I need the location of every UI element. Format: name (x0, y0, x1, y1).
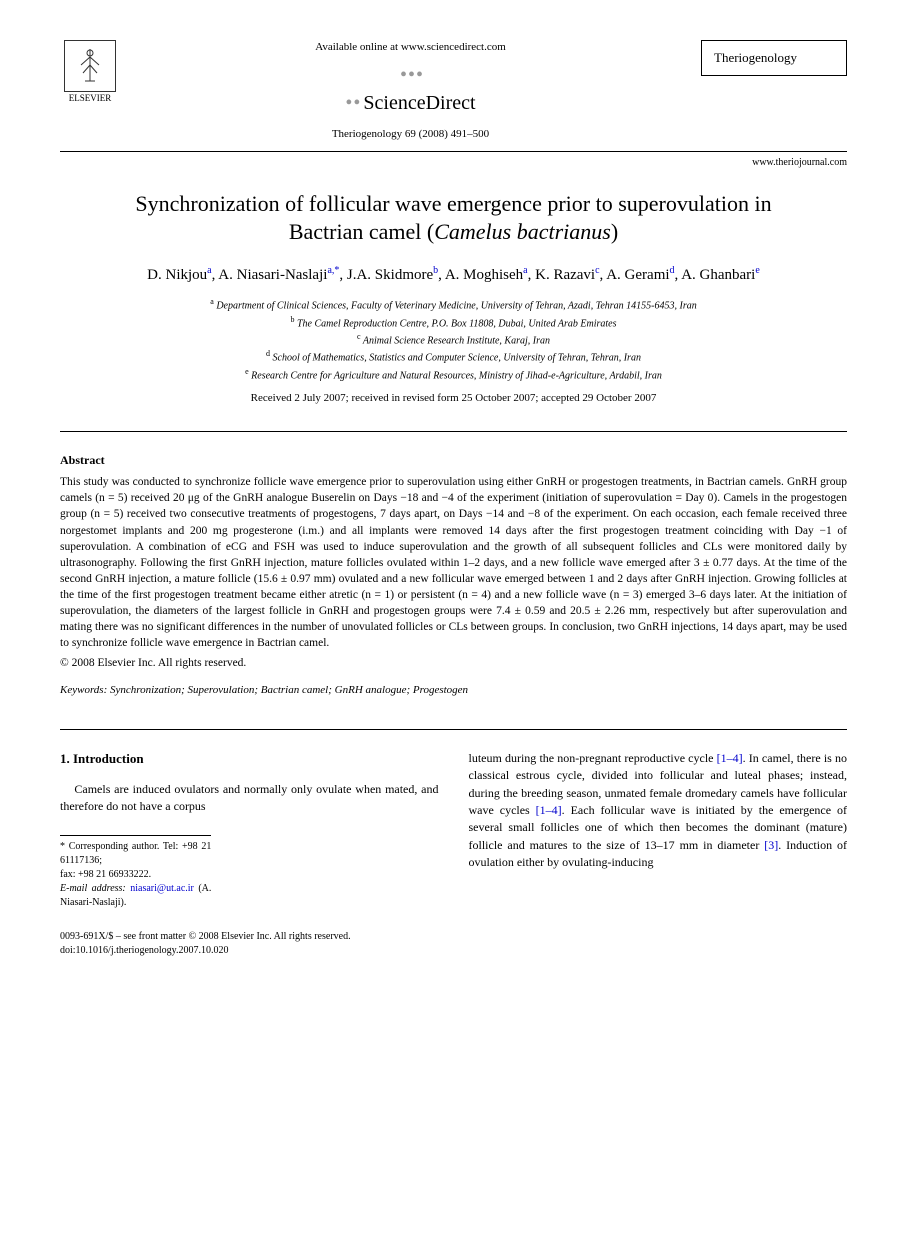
affiliation-d: School of Mathematics, Statistics and Co… (273, 353, 641, 364)
authors-list: D. Nikjoua, A. Niasari-Naslajia,*, J.A. … (60, 263, 847, 287)
author-6: , A. Gerami (600, 267, 670, 283)
affiliation-a: Department of Clinical Sciences, Faculty… (216, 301, 696, 312)
author-3: , J.A. Skidmore (339, 267, 433, 283)
available-online-text: Available online at www.sciencedirect.co… (140, 40, 681, 55)
author-7: , A. Ghanbari (675, 267, 756, 283)
article-dates: Received 2 July 2007; received in revise… (60, 391, 847, 406)
introduction-heading: 1. Introduction (60, 750, 439, 769)
intro-paragraph-1: Camels are induced ovulators and normall… (60, 781, 439, 816)
copyright-text: © 2008 Elsevier Inc. All rights reserved… (60, 655, 847, 671)
center-header: Available online at www.sciencedirect.co… (120, 40, 701, 143)
sciencedirect-logo: • • •• • ScienceDirect (140, 61, 681, 117)
body-columns: 1. Introduction Camels are induced ovula… (60, 750, 847, 911)
footnote-email[interactable]: niasari@ut.ac.ir (130, 883, 194, 894)
column-left: 1. Introduction Camels are induced ovula… (60, 750, 439, 911)
footnote-email-label: E-mail address: (60, 883, 126, 894)
intro-paragraph-2: luteum during the non-pregnant reproduct… (469, 750, 848, 872)
keywords-label: Keywords: (60, 684, 107, 696)
affiliation-e: Research Centre for Agriculture and Natu… (251, 370, 662, 381)
keywords-line: Keywords: Synchronization; Superovulatio… (60, 683, 847, 698)
abstract-section: Abstract This study was conducted to syn… (60, 452, 847, 672)
intro-p2a: luteum during the non-pregnant reproduct… (469, 751, 717, 765)
divider-line-2 (60, 729, 847, 730)
ref-link-2[interactable]: [1–4] (536, 803, 562, 817)
footer-info: 0093-691X/$ – see front matter © 2008 El… (60, 930, 847, 958)
abstract-heading: Abstract (60, 452, 847, 469)
column-right: luteum during the non-pregnant reproduct… (469, 750, 848, 911)
divider-line (60, 431, 847, 432)
affiliations: a Department of Clinical Sciences, Facul… (60, 296, 847, 383)
ref-link-3[interactable]: [3] (764, 838, 778, 852)
journal-url[interactable]: www.theriojournal.com (60, 156, 847, 170)
footnote-fax: fax: +98 21 66933222. (60, 868, 211, 882)
author-2-aff: a,* (327, 265, 339, 276)
keywords-text: Synchronization; Superovulation; Bactria… (107, 684, 468, 696)
elsevier-logo: ELSEVIER (60, 40, 120, 110)
footnote-corr: * Corresponding author. Tel: +98 21 6111… (60, 840, 211, 868)
abstract-text: This study was conducted to synchronize … (60, 474, 847, 651)
author-7-aff: e (755, 265, 759, 276)
affiliation-c: Animal Science Research Institute, Karaj… (363, 335, 550, 346)
journal-reference: Theriogenology 69 (2008) 491–500 (140, 127, 681, 142)
sciencedirect-text: ScienceDirect (363, 92, 475, 114)
title-species: Camelus bactrianus (434, 219, 611, 244)
article-title: Synchronization of follicular wave emerg… (100, 190, 807, 247)
author-1: D. Nikjou (147, 267, 207, 283)
title-close: ) (611, 219, 618, 244)
author-4: , A. Moghiseh (438, 267, 523, 283)
ref-link-1[interactable]: [1–4] (717, 751, 743, 765)
author-5: , K. Razavi (528, 267, 595, 283)
journal-name-box: Theriogenology (701, 40, 847, 76)
elsevier-tree-icon (64, 40, 116, 92)
elsevier-label: ELSEVIER (69, 92, 112, 105)
author-2: , A. Niasari-Naslaji (212, 267, 328, 283)
affiliation-b: The Camel Reproduction Centre, P.O. Box … (297, 318, 617, 329)
header-bar: ELSEVIER Available online at www.science… (60, 40, 847, 152)
issn-line: 0093-691X/$ – see front matter © 2008 El… (60, 930, 351, 944)
corresponding-author-footnote: * Corresponding author. Tel: +98 21 6111… (60, 835, 211, 910)
doi-line[interactable]: doi:10.1016/j.theriogenology.2007.10.020 (60, 944, 351, 958)
